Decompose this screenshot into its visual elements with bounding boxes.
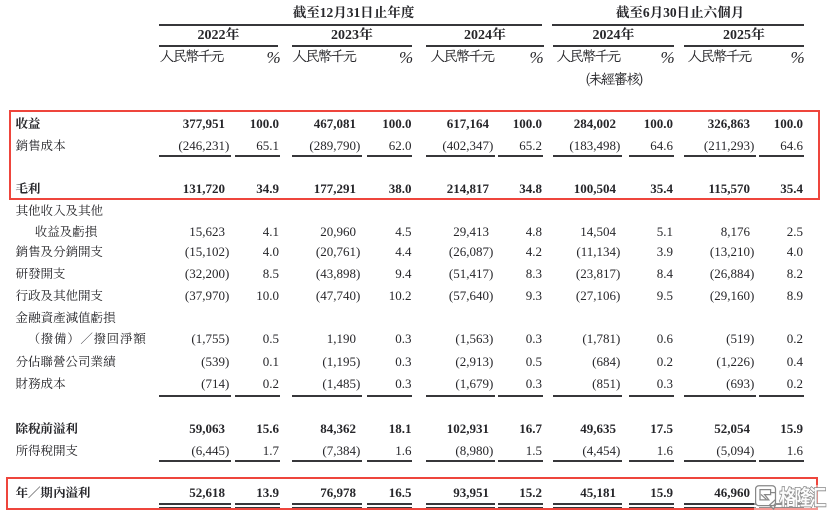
- svg-text:格隆汇: 格隆汇: [780, 485, 826, 512]
